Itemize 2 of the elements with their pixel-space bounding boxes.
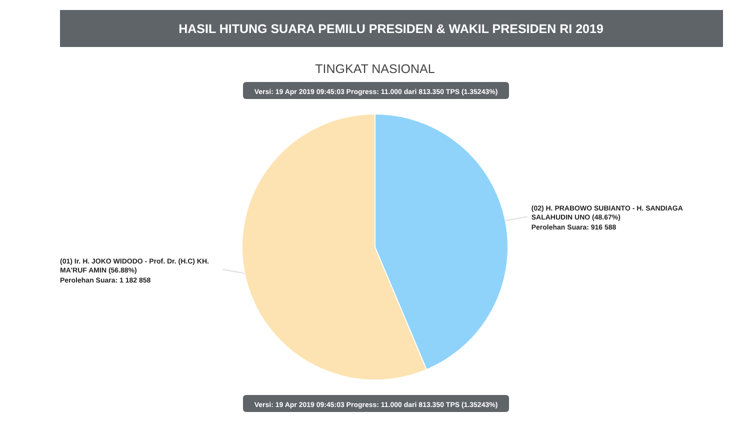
chart-subtitle: TINGKAT NASIONAL [315,62,435,76]
chart-title: HASIL HITUNG SUARA PEMILU PRESIDEN & WAKIL PRESIDEN RI 2019 [178,22,604,36]
